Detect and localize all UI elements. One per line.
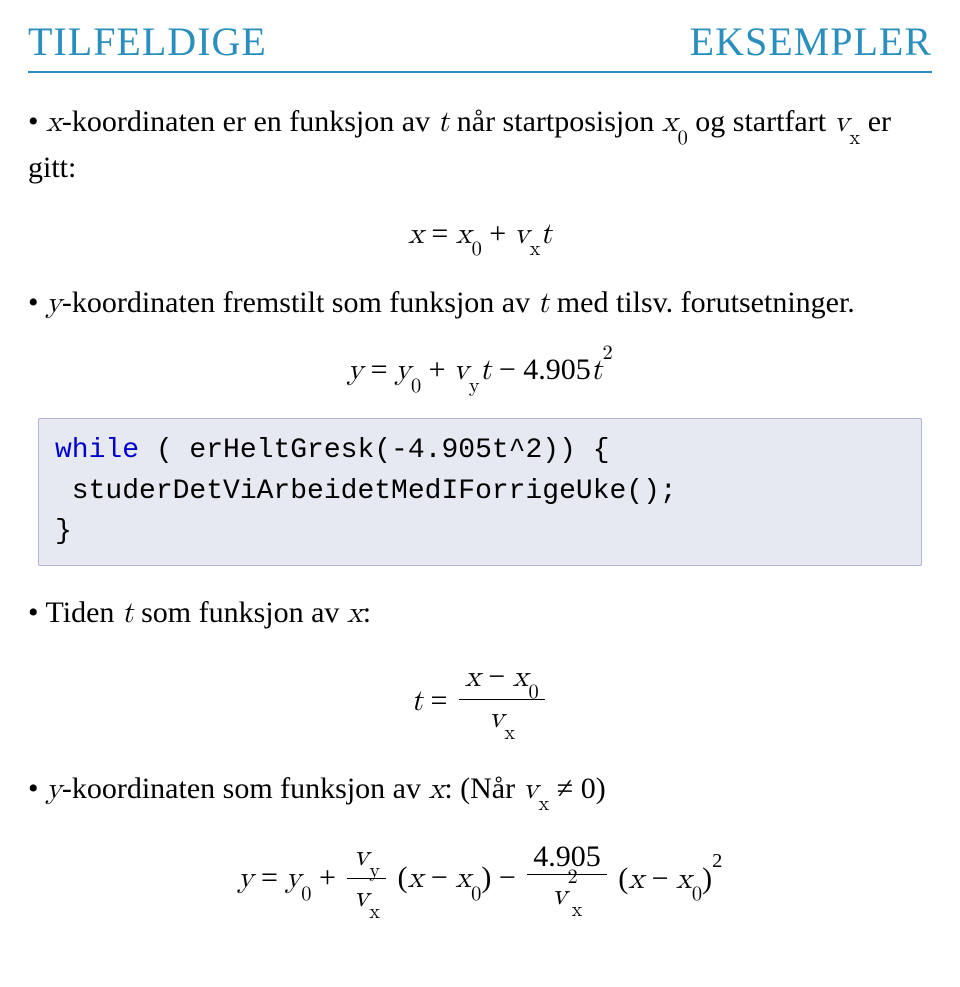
code-line-2: studerDetViArbeidetMedIForrigeUke(); bbox=[55, 476, 677, 507]
header-left: TILFELDIGE bbox=[28, 18, 267, 65]
fraction-coef-over-vx2: 4.905 v2x bbox=[527, 840, 607, 917]
text: når startposisjon bbox=[449, 105, 661, 138]
equation-3: t = x − x0 vx bbox=[28, 661, 932, 742]
text: : bbox=[363, 596, 371, 629]
page-header: TILFELDIGE EKSEMPLER bbox=[28, 18, 932, 73]
text: -koordinaten fremstilt som funksjon av bbox=[62, 286, 538, 319]
text: : (Når bbox=[444, 772, 522, 805]
bullet-item-1: • x-koordinaten er en funksjon av t når … bbox=[28, 101, 932, 190]
page: TILFELDIGE EKSEMPLER • x-koordinaten er … bbox=[0, 0, 960, 987]
code-line-3: } bbox=[55, 516, 72, 547]
var-x0: x0 bbox=[662, 107, 688, 137]
header-right: EKSEMPLER bbox=[690, 18, 932, 65]
bullet-dot: • bbox=[28, 101, 39, 144]
var-x: x bbox=[347, 598, 363, 628]
equation-2: y = y0 + vyt − 4.905t2 bbox=[28, 350, 932, 392]
var-x: x bbox=[46, 107, 62, 137]
text: og startfart bbox=[688, 105, 834, 138]
text: med tilsv. forutsetninger. bbox=[549, 286, 855, 319]
var-y: y bbox=[46, 774, 62, 804]
text: som funksjon av bbox=[134, 596, 347, 629]
fraction: x − x0 vx bbox=[459, 659, 545, 740]
bullet-item-4: • y-koordinaten som funksjon av x: (Når … bbox=[28, 768, 932, 814]
fraction-vy-over-vx: vy vx bbox=[347, 838, 386, 919]
var-t: t bbox=[538, 288, 550, 318]
var-vx: vx bbox=[834, 107, 861, 137]
code-line-1: ( erHeltGresk(-4.905t^2)) { bbox=[139, 435, 609, 466]
equation-1: x = x0 + vxt bbox=[28, 216, 932, 256]
keyword-while: while bbox=[55, 435, 139, 466]
code-block: while ( erHeltGresk(-4.905t^2)) { studer… bbox=[38, 418, 922, 566]
bullet-dot: • bbox=[28, 282, 39, 325]
var-x: x bbox=[428, 774, 444, 804]
text: -koordinaten som funksjon av bbox=[62, 772, 429, 805]
bullet-item-2: • y-koordinaten fremstilt som funksjon a… bbox=[28, 282, 932, 325]
equation-4: y = y0 + vy vx (x − x0) − 4.905 v2x (x −… bbox=[28, 840, 932, 921]
var-vx: vx bbox=[523, 774, 550, 804]
text: Tiden bbox=[45, 596, 121, 629]
var-t: t bbox=[122, 598, 134, 628]
var-y: y bbox=[46, 288, 62, 318]
bullet-dot: • bbox=[28, 592, 39, 635]
bullet-dot: • bbox=[28, 768, 39, 811]
text: ) bbox=[596, 772, 606, 805]
text: -koordinaten er en funksjon av bbox=[62, 105, 438, 138]
bullet-item-3: • Tiden t som funksjon av x: bbox=[28, 592, 932, 635]
var-t: t bbox=[438, 107, 450, 137]
